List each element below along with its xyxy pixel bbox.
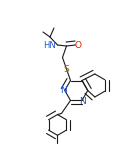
Text: N: N xyxy=(60,86,67,95)
Text: S: S xyxy=(64,64,69,73)
Text: O: O xyxy=(75,40,81,49)
Text: N: N xyxy=(79,97,85,106)
Text: HN: HN xyxy=(43,40,55,49)
